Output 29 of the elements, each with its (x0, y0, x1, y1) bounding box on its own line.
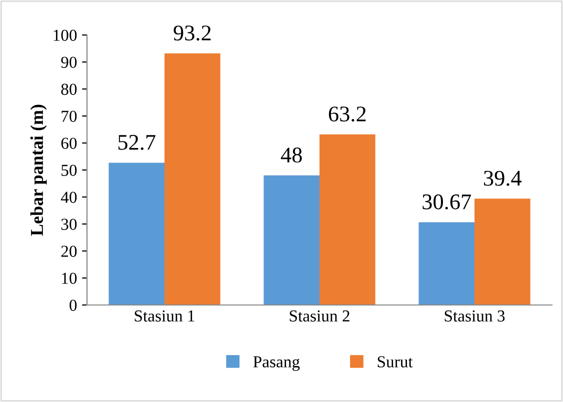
data-label: 48 (280, 148, 302, 163)
bar (320, 134, 376, 305)
bar (418, 222, 474, 305)
y-tick-label: 30 (61, 218, 77, 230)
legend-label: Surut (378, 356, 413, 368)
data-label: 63.2 (328, 106, 366, 122)
data-label: 30.67 (422, 194, 471, 210)
y-tick-label: 20 (61, 246, 77, 257)
y-tick-label: 100 (54, 30, 77, 41)
x-tick-label: Stasiun 2 (290, 310, 350, 322)
y-tick-label: 40 (60, 192, 77, 203)
bar (264, 175, 320, 305)
data-label: 39.4 (484, 170, 522, 186)
y-axis-title: Lebar pantai (m) (30, 104, 47, 236)
x-tick-label: Stasiun 1 (134, 310, 194, 322)
y-tick-label: 0 (70, 300, 77, 311)
y-tick-label: 80 (61, 84, 77, 95)
data-label: 93.2 (174, 26, 211, 41)
y-tick-label: 70 (62, 110, 77, 122)
legend-label: Pasang (253, 356, 300, 371)
bar (108, 162, 164, 305)
y-tick-label: 90 (61, 56, 77, 68)
bar (164, 53, 220, 305)
y-tick-label: 50 (62, 164, 77, 176)
data-label: 52.7 (118, 134, 156, 150)
bar (474, 198, 530, 305)
y-tick-label: 60 (61, 138, 77, 149)
x-tick-label: Stasiun 3 (444, 310, 505, 322)
y-tick-label: 10 (62, 272, 77, 284)
